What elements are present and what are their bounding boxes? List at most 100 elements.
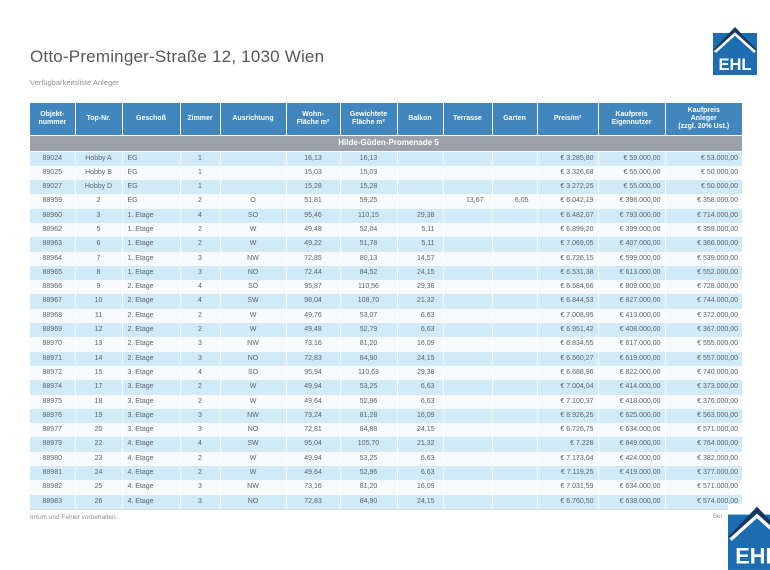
table-row: 88972 15 3. Etage 4 SO 95,94 110,63 29,38 € 6.68… <box>30 365 742 381</box>
cell: 17 <box>74 380 122 395</box>
table-row: 88969 12 2. Etage 2 W 49,48 52,79 6,63 € 6.951,4… <box>30 323 742 338</box>
cell <box>491 165 537 181</box>
cell: 6,63 <box>396 394 443 409</box>
table-row: 88964 7 1. Etage 3 NW 72,85 80,13 14,57 € 6.726,… <box>30 251 742 266</box>
cell: 49,22 <box>285 237 340 252</box>
cell: 49,64 <box>285 466 340 481</box>
cell <box>442 365 492 381</box>
cell: 3 <box>179 408 220 424</box>
cell <box>491 480 537 495</box>
cell: 3 <box>179 337 220 352</box>
column-header: Top-Nr. <box>74 103 122 136</box>
cell <box>491 466 537 481</box>
cell: SW <box>219 437 286 452</box>
cell: € 408.000,00 <box>597 323 665 338</box>
cell <box>442 408 492 424</box>
cell: 88969 <box>30 323 75 338</box>
cell: 1. Etage <box>121 237 180 252</box>
table-row: 88975 18 3. Etage 2 W 49,64 52,96 6,63 € 7.100,3… <box>30 394 742 409</box>
cell: 88982 <box>30 480 75 495</box>
column-header: Garten <box>491 103 537 136</box>
cell: 49,48 <box>285 222 340 238</box>
cell: 3. Etage <box>121 408 180 424</box>
cell: W <box>219 237 286 252</box>
cell <box>396 180 443 195</box>
cell: 95,87 <box>285 280 340 295</box>
cell: W <box>219 323 286 338</box>
cell: € 7.119,25 <box>536 466 598 481</box>
cell: 73,16 <box>285 337 340 352</box>
cell: € 414.000,00 <box>597 380 665 395</box>
cell: 3. Etage <box>121 365 180 381</box>
cell: € 3.285,80 <box>536 151 598 166</box>
cell: 52,79 <box>339 323 397 338</box>
cell <box>491 180 537 195</box>
cell: 72,83 <box>285 494 340 510</box>
cell: € 55.000,00 <box>597 180 665 195</box>
cell <box>219 151 286 166</box>
cell: € 359.000,00 <box>664 222 742 238</box>
cell <box>491 351 537 366</box>
cell: 9 <box>74 280 122 295</box>
page-number-label: Sei <box>712 513 722 520</box>
cell: 84,90 <box>339 351 397 366</box>
cell: 16,09 <box>396 337 443 352</box>
cell: 19 <box>74 408 122 424</box>
cell: 2 <box>179 466 220 481</box>
cell <box>491 308 537 324</box>
ehl-logo-bottom: EHL <box>728 504 770 570</box>
cell: € 634.000,00 <box>597 480 665 495</box>
cell: € 563.000,00 <box>664 408 742 424</box>
cell: € 619.000,00 <box>597 351 665 366</box>
logo-text: EHL <box>735 543 770 568</box>
cell: 81,28 <box>339 408 397 424</box>
cell: € 55.000,00 <box>597 165 665 181</box>
roof-chevron-icon <box>714 32 756 53</box>
cell: € 793.000,00 <box>597 208 665 223</box>
cell: 3 <box>179 480 220 495</box>
cell <box>491 280 537 295</box>
cell: 4. Etage <box>121 451 180 467</box>
logo-text: EHL <box>719 56 752 74</box>
cell: 84,88 <box>339 423 397 438</box>
cell <box>442 423 492 438</box>
cell <box>491 323 537 338</box>
cell: € 555.000,00 <box>664 337 742 352</box>
cell <box>396 151 443 166</box>
column-header: Kaufpreis Anleger (zzgl. 20% Ust.) <box>664 103 742 136</box>
cell: € 366.000,00 <box>664 237 742 252</box>
table-row: 88966 9 2. Etage 4 SO 95,87 110,56 29,38 € 6.584… <box>30 280 742 295</box>
cell: 88979 <box>30 437 75 452</box>
cell: 15 <box>74 365 122 381</box>
cell: 2 <box>179 194 220 209</box>
cell: Hobby D <box>74 180 122 195</box>
cell: 110,56 <box>339 280 397 295</box>
cell: 3. Etage <box>121 380 180 395</box>
cell <box>491 365 537 381</box>
cell: 72,83 <box>285 351 340 366</box>
cell: EG <box>121 151 180 166</box>
cell: W <box>219 308 286 324</box>
cell <box>442 208 492 223</box>
cell: 2 <box>179 380 220 395</box>
cell: 21,32 <box>396 437 443 452</box>
cell: 80,13 <box>339 251 397 266</box>
cell: € 6.926,25 <box>536 408 598 424</box>
cell: 52,96 <box>339 466 397 481</box>
cell: NO <box>219 423 286 438</box>
cell <box>491 408 537 424</box>
table-row: 89024 Hobby A EG 1 16,13 16,13 € 3.285,80 € 59.… <box>30 151 742 166</box>
cell: 108,70 <box>339 294 397 309</box>
cell: 52,04 <box>339 222 397 238</box>
cell <box>442 237 492 252</box>
cell: € 6.834,55 <box>536 337 598 352</box>
column-header: Kaufpreis Eigennutzer <box>597 103 665 136</box>
cell: W <box>219 394 286 409</box>
cell: NW <box>219 408 286 424</box>
cell: 53,07 <box>339 308 397 324</box>
cell: 15,03 <box>285 165 340 181</box>
cell: € 744.000,00 <box>664 294 742 309</box>
cell: € 571.000,00 <box>664 423 742 438</box>
roof-underside <box>730 517 770 541</box>
cell: 88983 <box>30 494 75 510</box>
